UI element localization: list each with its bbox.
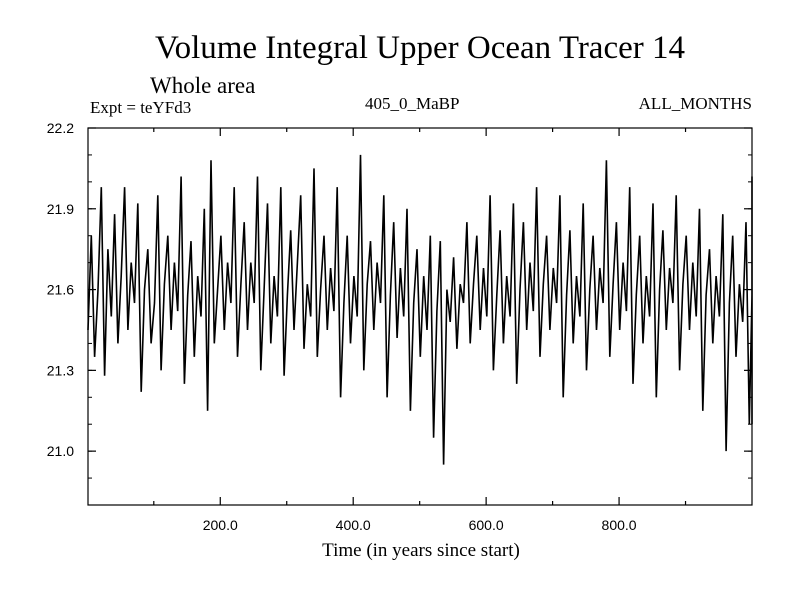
run-label: 405_0_MaBP xyxy=(365,94,460,113)
series-line xyxy=(87,154,753,465)
x-tick-label: 600.0 xyxy=(469,517,504,533)
chart-title: Volume Integral Upper Ocean Tracer 14 xyxy=(155,30,685,66)
y-tick-label: 21.6 xyxy=(47,282,74,298)
x-axis: 200.0 400.0 600.0 800.0 xyxy=(153,128,687,533)
y-tick-label: 22.2 xyxy=(47,120,74,136)
y-axis: 21.0 21.3 21.6 21.9 22.2 xyxy=(47,120,752,506)
y-tick-label: 21.0 xyxy=(47,443,74,459)
y-tick-label: 21.3 xyxy=(47,362,74,378)
series-layer xyxy=(87,154,753,465)
y-tick-label: 21.9 xyxy=(47,201,74,217)
x-tick-label: 800.0 xyxy=(602,517,637,533)
months-label: ALL_MONTHS xyxy=(638,94,752,113)
experiment-label: Expt = teYFd3 xyxy=(90,98,192,117)
chart-subtitle: Whole area xyxy=(150,73,256,98)
x-tick-label: 400.0 xyxy=(336,517,371,533)
x-axis-label: Time (in years since start) xyxy=(322,540,520,561)
x-tick-label: 200.0 xyxy=(203,517,238,533)
